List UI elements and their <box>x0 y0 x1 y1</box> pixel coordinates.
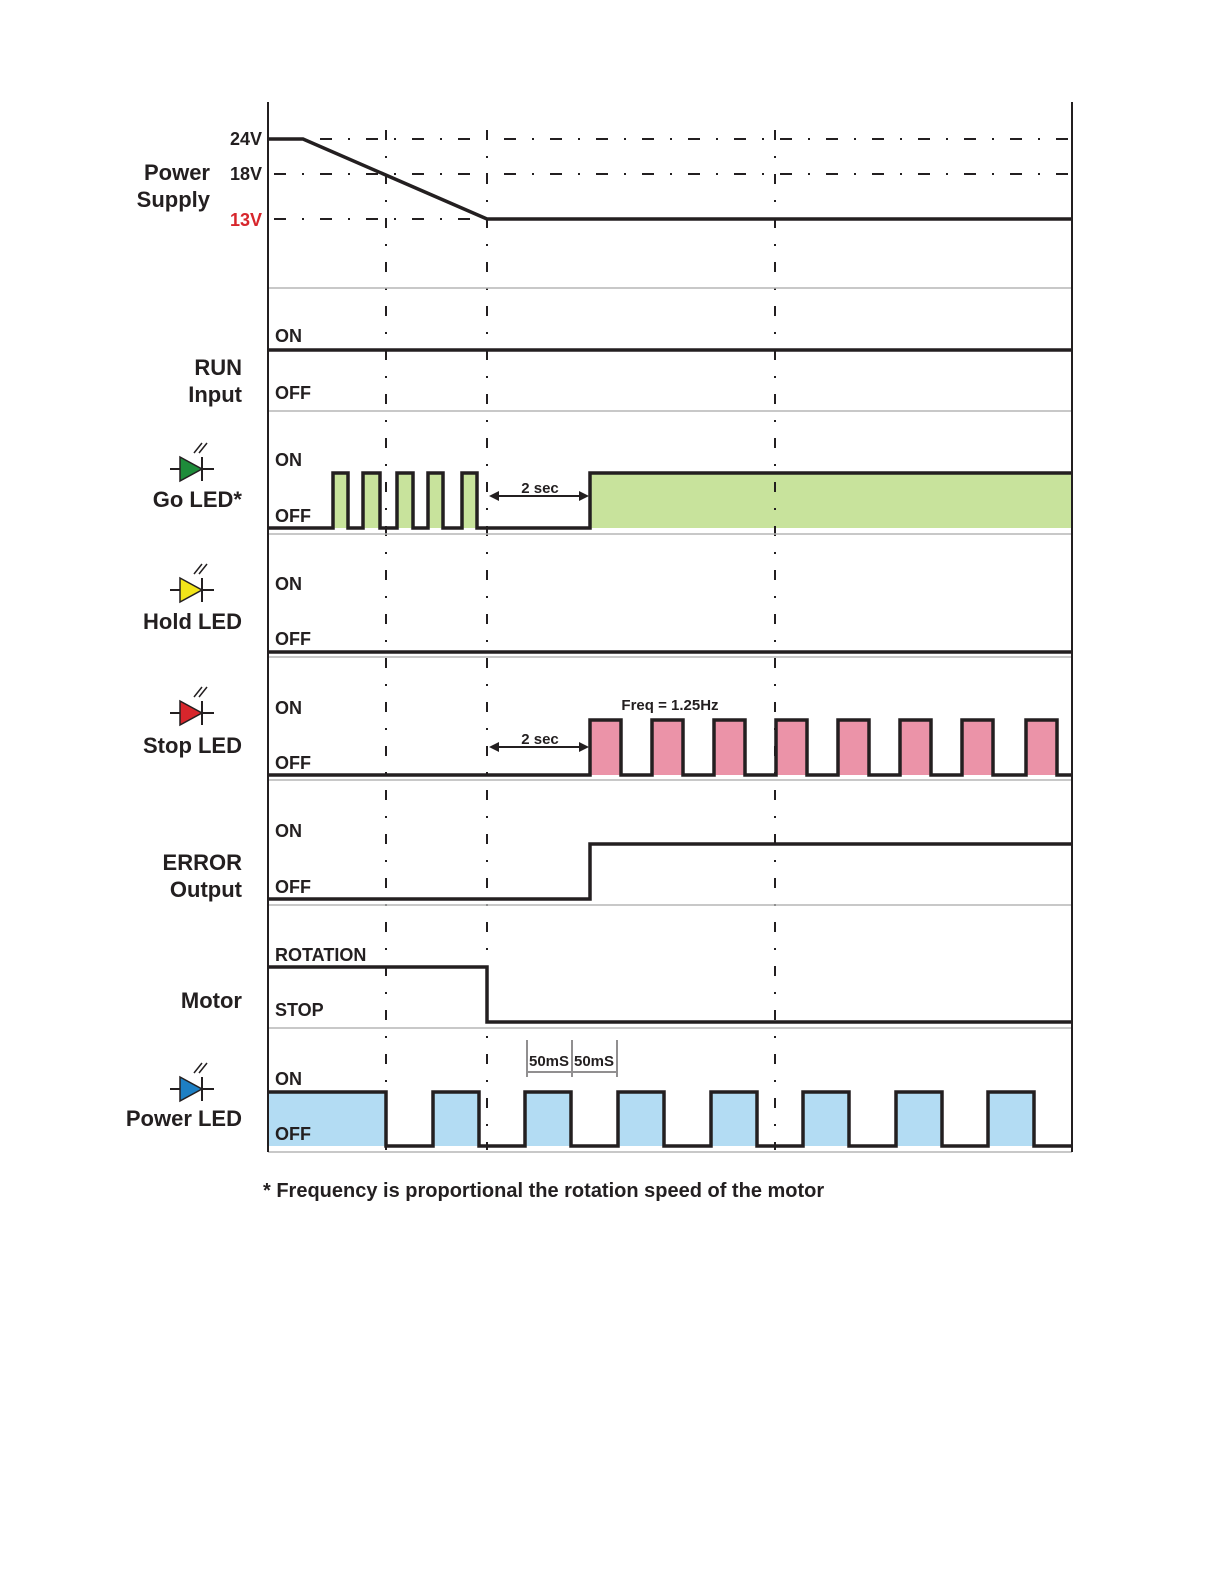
power-off-label: OFF <box>275 1124 311 1144</box>
go-delay-arrow-head-right <box>579 491 589 501</box>
power-led-label: Power LED <box>126 1106 242 1131</box>
voltage-24v-label: 24V <box>230 129 262 149</box>
power-led-icon <box>170 1062 214 1103</box>
hold-on-label: ON <box>275 574 302 594</box>
stop-led-waveform <box>268 718 1072 777</box>
stop-on-label: ON <box>275 698 302 718</box>
stop-freq-label: Freq = 1.25Hz <box>621 697 718 714</box>
motor-rotation-label: ROTATION <box>275 945 366 965</box>
stop-delay-arrow-head-left <box>489 742 499 752</box>
interval-2-label: 50mS <box>574 1053 614 1070</box>
hold-led-icon <box>170 563 214 604</box>
stop-delay-label: 2 sec <box>521 731 559 748</box>
power-led-waveform <box>268 1090 1072 1148</box>
power-supply-label-2: Supply <box>137 187 211 212</box>
motor-stop-label: STOP <box>275 1000 324 1020</box>
hold-led-label: Hold LED <box>143 609 242 634</box>
run-input-label-1: RUN <box>194 355 242 380</box>
stop-led-waveform-fill <box>268 720 1072 775</box>
error-output-label-2: Output <box>170 877 243 902</box>
interval-1-label: 50mS <box>529 1053 569 1070</box>
go-led-waveform <box>268 471 1072 530</box>
stop-led-label: Stop LED <box>143 733 242 758</box>
go-led-label: Go LED* <box>153 487 243 512</box>
power-on-label: ON <box>275 1069 302 1089</box>
power-supply-waveform <box>268 137 1072 221</box>
footnote: * Frequency is proportional the rotation… <box>263 1180 824 1202</box>
voltage-13v-label: 13V <box>230 210 262 230</box>
stop-off-label: OFF <box>275 753 311 773</box>
go-off-label: OFF <box>275 506 311 526</box>
go-led-icon <box>170 442 214 483</box>
motor-label: Motor <box>181 988 243 1013</box>
go-led-waveform-fill <box>268 473 1072 528</box>
run-input-label-2: Input <box>188 382 242 407</box>
go-delay-label: 2 sec <box>521 480 559 497</box>
motor-waveform <box>268 965 1072 1024</box>
power-led-waveform-fill <box>268 1092 1072 1146</box>
stop-delay-arrow-head-right <box>579 742 589 752</box>
voltage-18v-label: 18V <box>230 164 262 184</box>
power-supply-label-1: Power <box>144 160 210 185</box>
error-on-label: ON <box>275 821 302 841</box>
error-output-waveform <box>268 842 1072 901</box>
error-off-label: OFF <box>275 877 311 897</box>
error-output-label-1: ERROR <box>163 850 243 875</box>
stop-led-icon <box>170 686 214 727</box>
go-on-label: ON <box>275 450 302 470</box>
go-delay-arrow-head-left <box>489 491 499 501</box>
run-on-label: ON <box>275 326 302 346</box>
hold-off-label: OFF <box>275 629 311 649</box>
run-off-label: OFF <box>275 383 311 403</box>
